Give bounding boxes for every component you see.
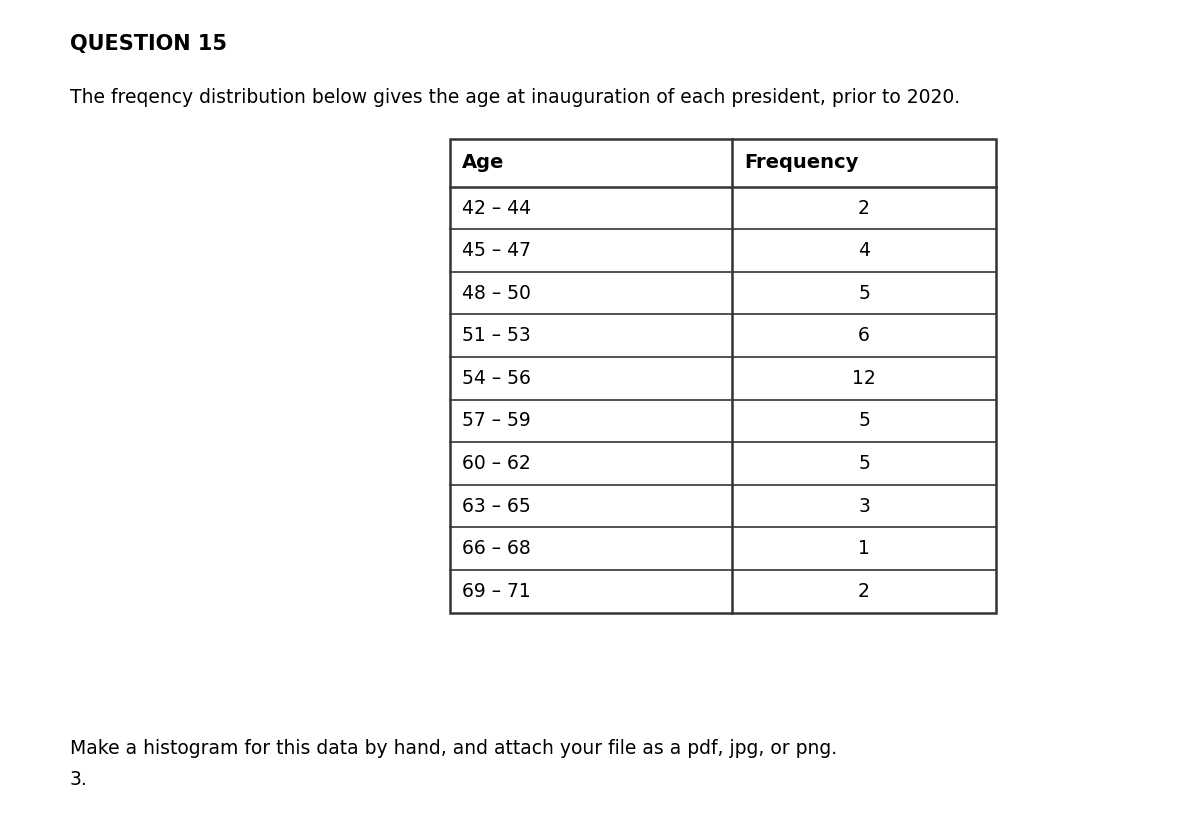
Text: 66 – 68: 66 – 68 [462, 539, 530, 559]
Text: 45 – 47: 45 – 47 [462, 241, 530, 260]
Text: Age: Age [462, 153, 504, 173]
Text: 3: 3 [858, 496, 870, 516]
Text: 57 – 59: 57 – 59 [462, 411, 530, 431]
Text: QUESTION 15: QUESTION 15 [70, 34, 227, 54]
Text: Make a histogram for this data by hand, and attach your file as a pdf, jpg, or p: Make a histogram for this data by hand, … [70, 739, 836, 758]
Text: Frequency: Frequency [744, 153, 858, 173]
Text: 3.: 3. [70, 770, 88, 789]
Bar [450, 139, 996, 613]
Text: 4: 4 [858, 241, 870, 260]
Text: 48 – 50: 48 – 50 [462, 283, 530, 303]
Text: 54 – 56: 54 – 56 [462, 369, 530, 388]
Text: 5: 5 [858, 283, 870, 303]
Text: 60 – 62: 60 – 62 [462, 454, 530, 473]
Text: 1: 1 [858, 539, 870, 559]
Text: 69 – 71: 69 – 71 [462, 581, 530, 601]
Text: The freqency distribution below gives the age at inauguration of each president,: The freqency distribution below gives th… [70, 88, 960, 106]
Text: 63 – 65: 63 – 65 [462, 496, 530, 516]
Text: 2: 2 [858, 581, 870, 601]
Text: 6: 6 [858, 326, 870, 346]
Text: 2: 2 [858, 198, 870, 218]
Text: 42 – 44: 42 – 44 [462, 198, 532, 218]
Text: 5: 5 [858, 454, 870, 473]
Text: 12: 12 [852, 369, 876, 388]
Text: 51 – 53: 51 – 53 [462, 326, 530, 346]
Text: 5: 5 [858, 411, 870, 431]
